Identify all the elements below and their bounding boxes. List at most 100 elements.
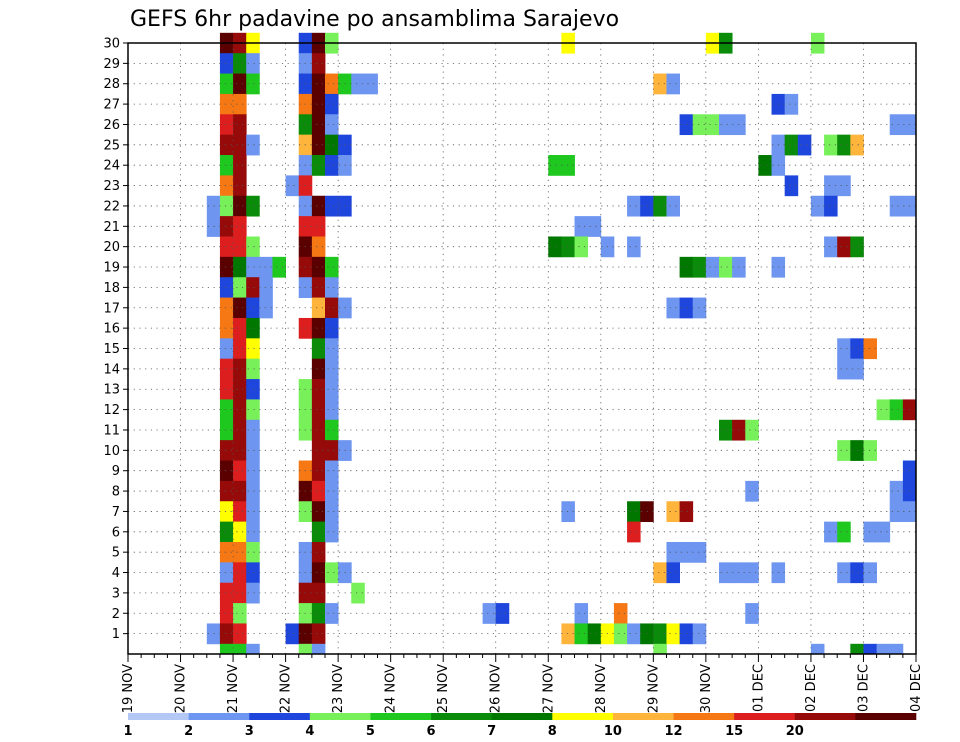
colorbar-label: 3: [245, 724, 254, 739]
x-tick-label: 30 NOV: [699, 664, 714, 713]
heatmap-cell: [850, 440, 864, 461]
grid-layer: [128, 42, 916, 654]
heatmap-cell: [246, 195, 260, 217]
heatmap-cell: [233, 195, 247, 217]
heatmap-cell: [745, 562, 759, 584]
heatmap-cell: [233, 399, 247, 421]
heatmap-cell: [233, 53, 247, 74]
heatmap-cell: [233, 501, 247, 523]
heatmap-cell: [705, 114, 720, 136]
heatmap-cell: [561, 236, 575, 258]
y-axis: 1234567891011121314151617181920212223242…: [103, 37, 128, 642]
heatmap-cell: [837, 175, 851, 197]
colorbar-swatch: [612, 713, 674, 720]
colorbar-label: 12: [664, 724, 682, 739]
colorbar-label: 15: [725, 724, 743, 739]
heatmap-cell: [246, 379, 260, 400]
heatmap-cell: [548, 155, 562, 176]
x-tick-label: 25 NOV: [436, 664, 451, 713]
heatmap-cell: [233, 73, 247, 95]
y-tick-label: 7: [112, 505, 120, 520]
heatmap-cell: [285, 623, 300, 645]
heatmap-cell: [246, 236, 260, 258]
x-tick-label: 19 NOV: [121, 664, 136, 713]
heatmap-cell: [233, 338, 247, 360]
heatmap-cell: [246, 297, 260, 319]
heatmap-cell: [797, 134, 812, 156]
colorbar-swatch: [249, 713, 311, 720]
colorbar-label: 6: [427, 724, 436, 739]
heatmap-cell: [325, 297, 339, 319]
heatmap-cell: [850, 134, 864, 156]
heatmap-cell: [325, 358, 339, 380]
heatmap-cell: [325, 399, 339, 421]
heatmap-cell: [233, 155, 247, 176]
heatmap-cell: [325, 379, 339, 400]
heatmap-cell: [705, 256, 720, 278]
heatmap-cell: [311, 440, 326, 461]
heatmap-cell: [219, 643, 234, 655]
heatmap-cell: [561, 155, 575, 176]
x-tick-label: 28 NOV: [594, 664, 609, 713]
heatmap-cell: [863, 440, 877, 461]
heatmap-cell: [653, 195, 667, 217]
x-tick-label: 24 NOV: [384, 664, 399, 713]
heatmap-cell: [653, 73, 667, 95]
heatmap-cell: [850, 643, 864, 655]
heatmap-cell: [325, 603, 339, 624]
heatmap-cell: [587, 216, 602, 237]
colorbar-label: 1: [123, 724, 132, 739]
heatmap-cell: [889, 501, 904, 523]
heatmap-cell: [876, 643, 891, 655]
heatmap-cell: [653, 643, 667, 655]
heatmap-cell: [311, 338, 326, 360]
heatmap-cell: [219, 53, 234, 74]
heatmap-cell: [666, 297, 680, 319]
heatmap-cell: [311, 236, 326, 258]
heatmap-cell: [219, 419, 234, 441]
heatmap-cell: [482, 603, 497, 624]
heatmap-cell: [587, 623, 602, 645]
heatmap-cell: [219, 195, 234, 217]
heatmap-cell: [311, 73, 326, 95]
heatmap-cell: [311, 134, 326, 156]
heatmap-cell: [311, 541, 326, 563]
heatmap-cell: [219, 379, 234, 400]
heatmap-cell: [837, 134, 851, 156]
heatmap-cell: [233, 93, 247, 115]
heatmap-cell: [233, 317, 247, 339]
heatmap-cell: [325, 256, 339, 278]
heatmap-cell: [876, 399, 891, 421]
colorbar-label: 20: [786, 724, 804, 739]
heatmap-cell: [272, 256, 286, 278]
heatmap-cell: [246, 338, 260, 360]
heatmap-cell: [679, 501, 694, 523]
heatmap-cell: [837, 562, 851, 584]
heatmap-cell: [246, 358, 260, 380]
x-tick-label: 20 NOV: [174, 664, 189, 713]
heatmap-cell: [219, 562, 234, 584]
heatmap-cell: [627, 195, 641, 217]
heatmap-cell: [311, 480, 326, 502]
heatmap-cell: [246, 53, 260, 74]
heatmap-cell: [311, 460, 326, 482]
heatmap-cell: [692, 114, 707, 136]
heatmap-cell: [745, 603, 759, 624]
heatmap-cell: [311, 277, 326, 298]
heatmap-cell: [246, 277, 260, 298]
y-tick-label: 5: [112, 546, 120, 561]
y-tick-label: 30: [103, 37, 120, 52]
heatmap-cell: [219, 582, 234, 604]
heatmap-cell: [495, 603, 510, 624]
y-tick-label: 28: [103, 77, 120, 92]
heatmap-cell: [311, 603, 326, 624]
heatmap-cell: [233, 419, 247, 441]
x-tick-label: 03 DEC: [856, 664, 871, 712]
y-tick-label: 4: [112, 566, 120, 581]
heatmap-cell: [325, 338, 339, 360]
heatmap-cell: [574, 623, 589, 645]
heatmap-cell: [837, 521, 851, 543]
y-tick-label: 16: [103, 322, 120, 337]
chart-title: GEFS 6hr padavine po ansamblima Sarajevo: [130, 7, 619, 32]
heatmap-cell: [246, 643, 260, 655]
